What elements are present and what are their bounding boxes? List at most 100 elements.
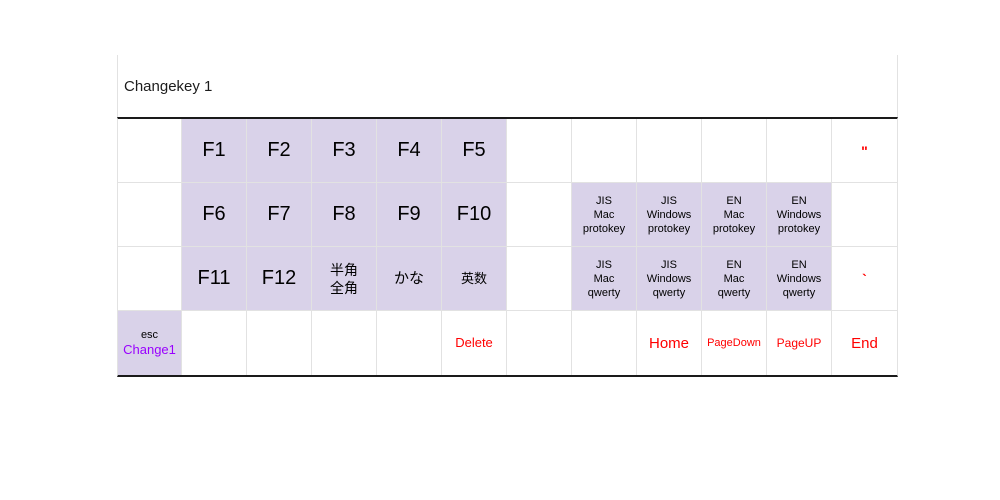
key-label: " — [861, 142, 868, 159]
key-label: F8 — [332, 203, 356, 225]
key-label: Delete — [455, 335, 493, 350]
key-f9[interactable]: F9 — [377, 183, 442, 247]
key-f8[interactable]: F8 — [312, 183, 377, 247]
key-label: protokey — [582, 222, 626, 235]
key-label: protokey — [777, 222, 821, 235]
key-label: Windows — [776, 208, 822, 221]
key-label: Mac — [723, 272, 745, 285]
empty-cell[interactable] — [507, 311, 572, 375]
empty-cell[interactable] — [507, 183, 572, 247]
key-label: Change1 — [123, 342, 176, 357]
empty-cell[interactable] — [247, 311, 312, 375]
key-jis-mac-protokey[interactable]: JIS Mac protokey — [572, 183, 637, 247]
key-kana[interactable]: かな — [377, 247, 442, 311]
sheet-area: Changekey 1 F1 F2 F3 F4 F5 " F6 F7 F8 F9 F10 JIS Mac… — [117, 55, 898, 377]
key-end[interactable]: End — [832, 311, 897, 375]
key-label: JIS — [596, 194, 612, 207]
key-pageup[interactable]: PageUP — [767, 311, 832, 375]
key-label: F4 — [397, 139, 421, 161]
empty-cell[interactable] — [832, 183, 897, 247]
empty-cell[interactable] — [507, 247, 572, 311]
key-esc-change1[interactable]: esc Change1 — [118, 311, 182, 375]
key-label: F12 — [261, 267, 297, 289]
key-label: JIS — [661, 258, 677, 271]
key-label: JIS — [596, 258, 612, 271]
key-label: Windows — [646, 272, 692, 285]
key-label: protokey — [712, 222, 756, 235]
empty-cell[interactable] — [572, 311, 637, 375]
key-f7[interactable]: F7 — [247, 183, 312, 247]
key-label: EN — [791, 194, 807, 207]
empty-cell[interactable] — [118, 183, 182, 247]
key-eisu[interactable]: 英数 — [442, 247, 507, 311]
key-label: F2 — [267, 139, 291, 161]
key-label: qwerty — [782, 286, 816, 299]
sheet-title-cell[interactable]: Changekey 1 — [117, 55, 898, 117]
key-f5[interactable]: F5 — [442, 119, 507, 183]
key-en-mac-qwerty[interactable]: EN Mac qwerty — [702, 247, 767, 311]
empty-cell[interactable] — [118, 247, 182, 311]
empty-cell[interactable] — [637, 119, 702, 183]
key-label: Mac — [723, 208, 745, 221]
key-label: 半角 — [330, 261, 358, 278]
sheet-title: Changekey 1 — [124, 77, 213, 95]
key-en-windows-qwerty[interactable]: EN Windows qwerty — [767, 247, 832, 311]
key-label: 全角 — [330, 279, 358, 296]
key-label: EN — [726, 258, 742, 271]
key-label: Mac — [593, 208, 615, 221]
key-f4[interactable]: F4 — [377, 119, 442, 183]
key-en-windows-protokey[interactable]: EN Windows protokey — [767, 183, 832, 247]
empty-cell[interactable] — [118, 119, 182, 183]
empty-cell[interactable] — [767, 119, 832, 183]
key-label: F9 — [397, 203, 421, 225]
key-f1[interactable]: F1 — [182, 119, 247, 183]
key-pagedown[interactable]: PageDown — [702, 311, 767, 375]
key-f6[interactable]: F6 — [182, 183, 247, 247]
key-label: qwerty — [652, 286, 686, 299]
key-label: F3 — [332, 139, 356, 161]
key-label: Mac — [593, 272, 615, 285]
key-label: F10 — [456, 203, 492, 225]
empty-cell[interactable] — [507, 119, 572, 183]
key-label: Windows — [646, 208, 692, 221]
empty-cell[interactable] — [702, 119, 767, 183]
key-label: EN — [791, 258, 807, 271]
key-mapping-table: F1 F2 F3 F4 F5 " F6 F7 F8 F9 F10 JIS Mac protokey JIS W… — [117, 117, 898, 377]
key-label: かな — [393, 270, 424, 287]
key-f3[interactable]: F3 — [312, 119, 377, 183]
key-backtick[interactable]: ` — [832, 247, 897, 311]
key-home[interactable]: Home — [637, 311, 702, 375]
key-label: Home — [648, 334, 689, 352]
key-label: JIS — [661, 194, 677, 207]
key-label: F7 — [267, 203, 291, 225]
key-label: End — [851, 334, 878, 352]
key-label: esc — [140, 329, 159, 341]
key-label: Windows — [776, 272, 822, 285]
key-label: protokey — [647, 222, 691, 235]
key-label: PageUP — [776, 335, 822, 350]
empty-cell[interactable] — [312, 311, 377, 375]
key-delete[interactable]: Delete — [442, 311, 507, 375]
key-en-mac-protokey[interactable]: EN Mac protokey — [702, 183, 767, 247]
key-label: F11 — [197, 267, 231, 289]
key-f10[interactable]: F10 — [442, 183, 507, 247]
key-doublequote[interactable]: " — [832, 119, 897, 183]
key-label: qwerty — [587, 286, 621, 299]
key-label: F1 — [202, 139, 226, 161]
key-f2[interactable]: F2 — [247, 119, 312, 183]
empty-cell[interactable] — [182, 311, 247, 375]
key-jis-mac-qwerty[interactable]: JIS Mac qwerty — [572, 247, 637, 311]
key-label: 英数 — [460, 270, 487, 286]
empty-cell[interactable] — [572, 119, 637, 183]
key-f12[interactable]: F12 — [247, 247, 312, 311]
key-label: F5 — [462, 139, 486, 161]
key-f11[interactable]: F11 — [182, 247, 247, 311]
key-jis-windows-protokey[interactable]: JIS Windows protokey — [637, 183, 702, 247]
key-label: ` — [862, 270, 867, 287]
key-jis-windows-qwerty[interactable]: JIS Windows qwerty — [637, 247, 702, 311]
key-label: PageDown — [707, 337, 761, 349]
empty-cell[interactable] — [377, 311, 442, 375]
key-label: EN — [726, 194, 742, 207]
key-label: qwerty — [717, 286, 751, 299]
key-hankaku-zenkaku[interactable]: 半角 全角 — [312, 247, 377, 311]
